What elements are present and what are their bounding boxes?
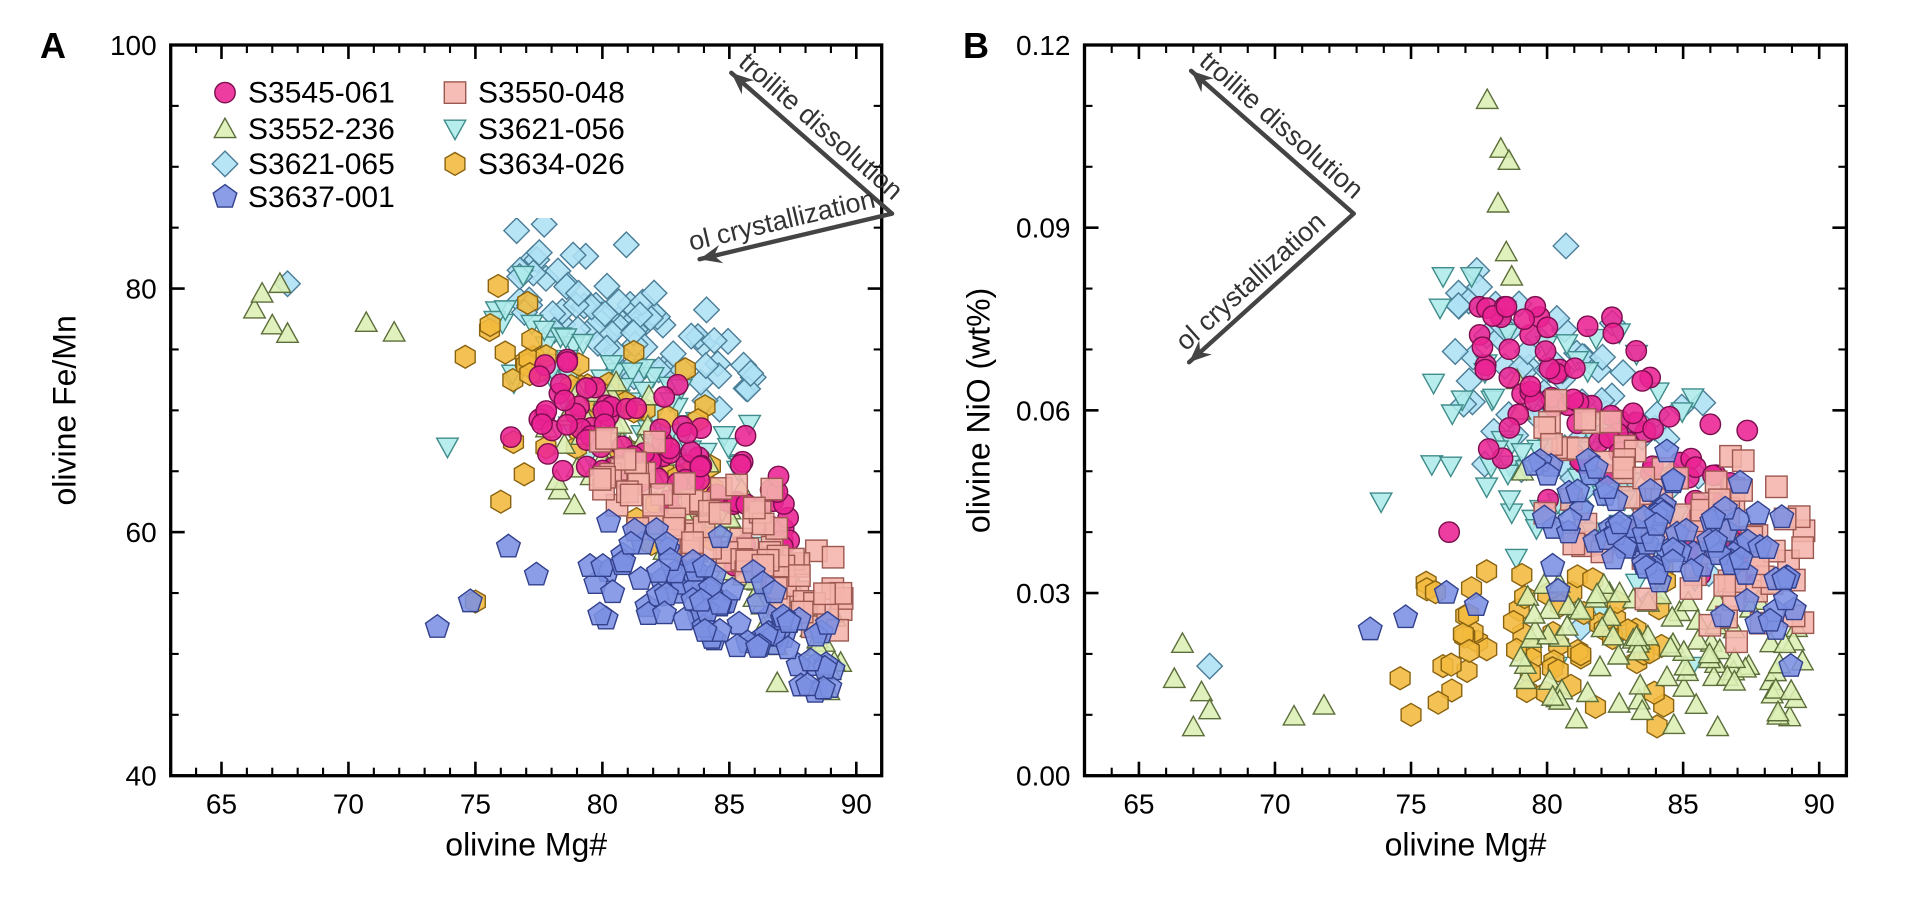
svg-text:0.00: 0.00	[1016, 761, 1071, 792]
svg-text:65: 65	[1123, 789, 1154, 820]
svg-text:troilite dissolution: troilite dissolution	[1194, 45, 1369, 204]
svg-text:S3545-061: S3545-061	[248, 77, 395, 110]
svg-text:40: 40	[126, 761, 157, 792]
svg-text:S3621-065: S3621-065	[248, 148, 395, 181]
svg-text:0.12: 0.12	[1016, 30, 1071, 61]
svg-text:65: 65	[206, 789, 237, 820]
svg-text:B: B	[963, 25, 989, 66]
svg-text:85: 85	[714, 789, 745, 820]
svg-text:75: 75	[460, 789, 491, 820]
svg-text:S3621-056: S3621-056	[478, 113, 625, 146]
svg-text:0.06: 0.06	[1016, 395, 1071, 426]
svg-text:60: 60	[126, 517, 157, 548]
svg-text:ol crystallization: ol crystallization	[1170, 206, 1332, 356]
svg-text:90: 90	[1804, 789, 1835, 820]
svg-text:70: 70	[333, 789, 364, 820]
svg-text:80: 80	[587, 789, 618, 820]
svg-text:A: A	[40, 25, 66, 66]
svg-text:S3637-001: S3637-001	[248, 181, 395, 214]
svg-text:0.03: 0.03	[1016, 578, 1071, 609]
svg-text:80: 80	[1532, 789, 1563, 820]
svg-text:olivine Fe/Mn: olivine Fe/Mn	[47, 315, 83, 505]
svg-text:olivine NiO (wt%): olivine NiO (wt%)	[961, 288, 997, 533]
svg-text:70: 70	[1259, 789, 1290, 820]
svg-text:100: 100	[110, 30, 157, 61]
svg-text:0.09: 0.09	[1016, 213, 1071, 244]
svg-text:90: 90	[841, 789, 872, 820]
svg-text:olivine Mg#: olivine Mg#	[1385, 827, 1547, 863]
svg-text:85: 85	[1668, 789, 1699, 820]
svg-text:75: 75	[1395, 789, 1426, 820]
svg-text:olivine Mg#: olivine Mg#	[445, 827, 607, 863]
svg-text:S3550-048: S3550-048	[478, 77, 625, 110]
svg-text:80: 80	[126, 274, 157, 305]
svg-text:S3634-026: S3634-026	[478, 148, 625, 181]
svg-text:S3552-236: S3552-236	[248, 113, 395, 146]
